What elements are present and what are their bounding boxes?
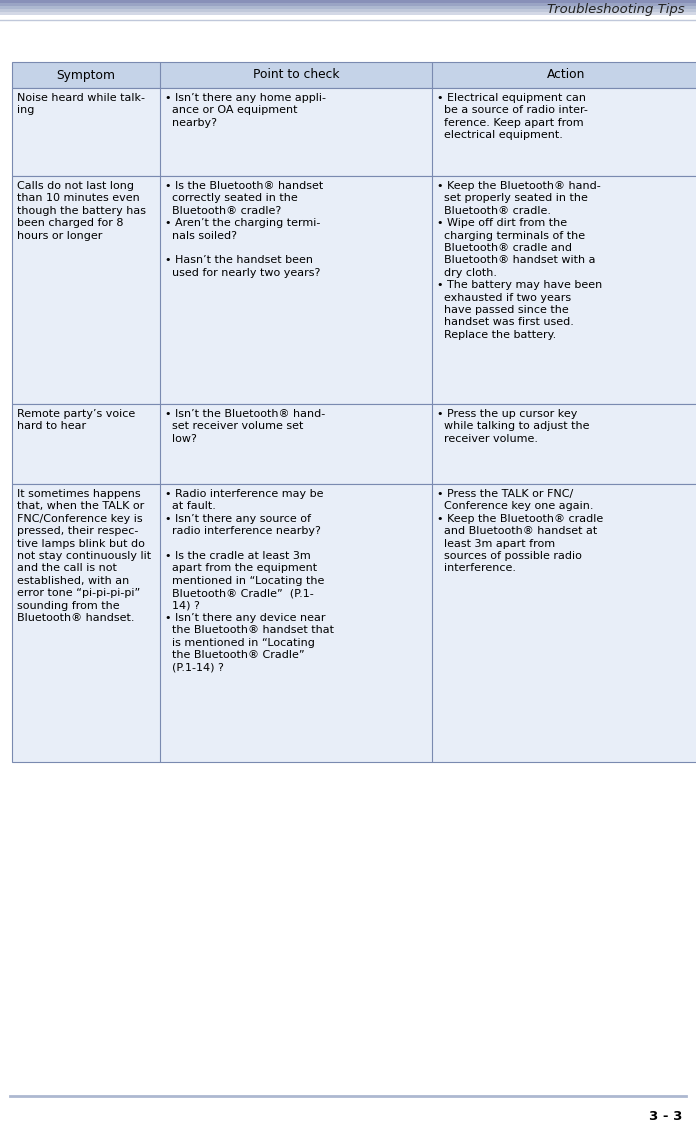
Bar (0, 6, 696, 9)
Text: • Is the Bluetooth® handset
  correctly seated in the
  Bluetooth® cradle?
• Are: • Is the Bluetooth® handset correctly se… (165, 181, 323, 278)
Bar (0, 9, 696, 12)
Text: Point to check: Point to check (253, 68, 339, 82)
Text: Action: Action (547, 68, 585, 82)
Text: • Radio interference may be
  at fault.
• Isn’t there any source of
  radio inte: • Radio interference may be at fault. • … (165, 489, 334, 672)
Text: • Electrical equipment can
  be a source of radio inter-
  ference. Keep apart f: • Electrical equipment can be a source o… (437, 93, 588, 141)
Text: • Press the up cursor key
  while talking to adjust the
  receiver volume.: • Press the up cursor key while talking … (437, 409, 590, 443)
Bar (12, 176, 696, 404)
Text: • Isn’t there any home appli-
  ance or OA equipment
  nearby?: • Isn’t there any home appli- ance or OA… (165, 93, 326, 128)
Bar (12, 484, 696, 762)
Text: • Isn’t the Bluetooth® hand-
  set receiver volume set
  low?: • Isn’t the Bluetooth® hand- set receive… (165, 409, 325, 443)
Text: Noise heard while talk-
ing: Noise heard while talk- ing (17, 93, 145, 116)
Text: Calls do not last long
than 10 minutes even
though the battery has
been charged : Calls do not last long than 10 minutes e… (17, 181, 146, 240)
Text: • Keep the Bluetooth® hand-
  set properly seated in the
  Bluetooth® cradle.
• : • Keep the Bluetooth® hand- set properly… (437, 181, 602, 340)
Text: It sometimes happens
that, when the TALK or
FNC/Conference key is
pressed, their: It sometimes happens that, when the TALK… (17, 489, 151, 623)
Bar (0, 12, 696, 15)
Text: • Press the TALK or FNC/
  Conference key one again.
• Keep the Bluetooth® cradl: • Press the TALK or FNC/ Conference key … (437, 489, 603, 574)
Bar (12, 404, 696, 484)
Text: Troubleshooting Tips: Troubleshooting Tips (547, 3, 685, 17)
Bar (12, 88, 696, 176)
Text: Symptom: Symptom (56, 68, 116, 82)
Bar (12, 62, 696, 88)
Bar (0, 3, 696, 6)
Bar (0, 0, 696, 3)
Text: 3 - 3: 3 - 3 (649, 1109, 682, 1123)
Text: Remote party’s voice
hard to hear: Remote party’s voice hard to hear (17, 409, 135, 431)
